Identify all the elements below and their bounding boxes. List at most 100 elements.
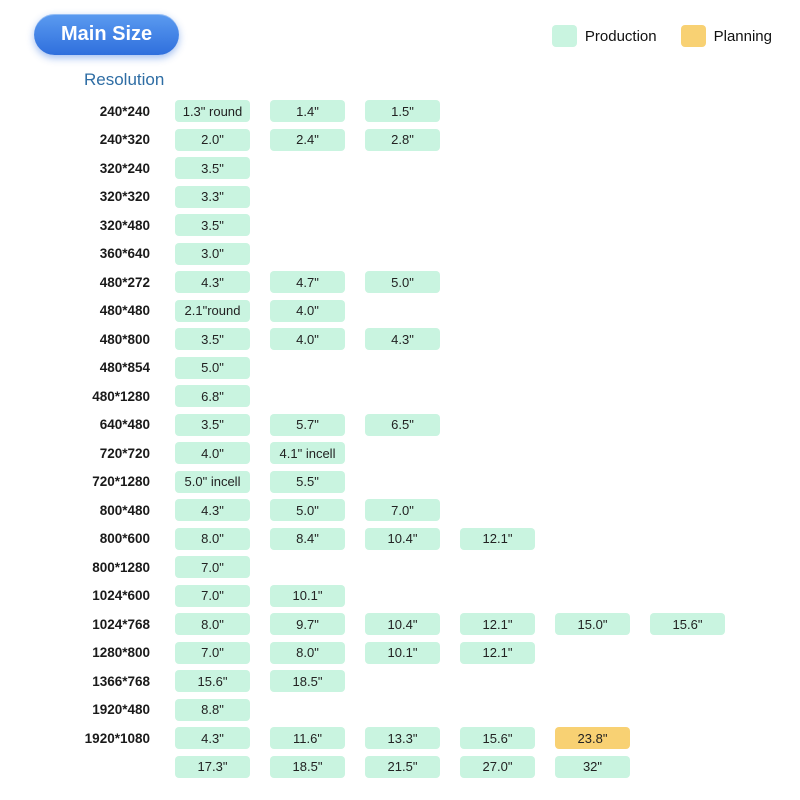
size-chip-group: 2.1"round 4.0" — [150, 299, 365, 322]
table-row: 1366*768 15.6" 18.5" — [0, 670, 800, 692]
size-chip-production: 2.0" — [175, 128, 250, 151]
production-legend-label: Production — [584, 27, 657, 45]
table-row: 240*320 2.0" 2.4" 2.8" — [0, 128, 800, 151]
table-row: 640*480 3.5" 5.7" 6.5" — [0, 413, 800, 436]
resolution-label: 1024*600 — [92, 588, 150, 603]
resolution-label: 1920*480 — [92, 702, 150, 717]
resolution-size-table: 240*240 1.3" round 1.4" 1.5" 240*320 2.0" 2.4"… — [0, 100, 800, 784]
size-chip-group: 5.0" incell 5.5" — [150, 470, 365, 493]
main-size-button[interactable]: Main Size — [34, 14, 180, 55]
size-chip-group: 3.5" — [150, 214, 270, 236]
size-chip-production: 1.3" round — [175, 100, 250, 122]
size-chip-production: 4.3" — [175, 499, 250, 521]
size-chip-production: 18.5" — [270, 755, 345, 778]
size-chip-production: 15.0" — [555, 613, 630, 635]
resolution-label: 480*1280 — [92, 388, 150, 404]
resolution-label: 480*480 — [99, 303, 150, 318]
size-chip-production: 2.1"round — [175, 299, 250, 322]
table-row: 360*640 3.0" — [0, 242, 800, 265]
size-chip-group: 8.0" 9.7" 10.4" 12.1" 15.0" 15.6" — [150, 613, 745, 635]
table-row: 1280*800 7.0" 8.0" 10.1" 12.1" — [0, 641, 800, 664]
table-row: 480*800 3.5" 4.0" 4.3" — [0, 328, 800, 350]
size-chip-group: 7.0" 10.1" — [150, 584, 365, 607]
size-chip-production: 7.0" — [175, 641, 250, 664]
resolution-label: 360*640 — [99, 246, 150, 261]
resolution-label: 1280*800 — [92, 645, 150, 660]
size-chip-group: 2.0" 2.4" 2.8" — [150, 128, 460, 151]
size-chip-production: 4.7" — [270, 271, 345, 293]
size-chip-production: 18.5" — [270, 670, 345, 692]
table-row: 480*480 2.1"round 4.0" — [0, 299, 800, 322]
resolution-label: 640*480 — [99, 417, 150, 432]
planning-legend-label: Planning — [713, 27, 772, 45]
size-chip-production: 2.4" — [270, 128, 345, 151]
table-row: 480*272 4.3" 4.7" 5.0" — [0, 271, 800, 293]
size-chip-production: 4.0" — [270, 299, 345, 322]
size-chip-production: 1.4" — [270, 100, 345, 122]
table-row: 1024*768 8.0" 9.7" 10.4" 12.1" 15.0" 15.6" — [0, 613, 800, 635]
table-row: 1920*1080 4.3" 11.6" 13.3" 15.6" 23.8" — [0, 727, 800, 749]
size-chip-production: 5.7" — [270, 413, 345, 436]
table-row: 720*720 4.0" 4.1" incell — [0, 442, 800, 464]
size-chip-production: 7.0" — [175, 556, 250, 578]
size-chip-production: 2.8" — [365, 128, 440, 151]
size-chip-production: 32" — [555, 755, 630, 778]
size-chip-production: 10.1" — [365, 641, 440, 664]
table-row: 800*600 8.0" 8.4" 10.4" 12.1" — [0, 527, 800, 550]
size-chip-group: 6.8" — [150, 385, 270, 407]
size-chip-production: 4.0" — [175, 442, 250, 464]
resolution-label: 480*854 — [99, 360, 150, 375]
resolution-label: 1024*768 — [92, 616, 150, 632]
size-chip-production: 3.5" — [175, 328, 250, 350]
size-chip-group: 4.3" 5.0" 7.0" — [150, 499, 460, 521]
legend-item-planning: Planning — [680, 25, 772, 47]
size-chip-production: 15.6" — [650, 613, 725, 635]
size-chip-production: 3.3" — [175, 185, 250, 208]
size-chip-production: 11.6" — [270, 727, 345, 749]
size-chip-production: 6.5" — [365, 413, 440, 436]
size-chip-production: 10.1" — [270, 584, 345, 607]
size-chip-production: 8.8" — [175, 698, 250, 721]
size-chip-group: 1.3" round 1.4" 1.5" — [150, 100, 460, 122]
table-row: 320*240 3.5" — [0, 157, 800, 179]
size-chip-production: 10.4" — [365, 527, 440, 550]
size-chip-group: 5.0" — [150, 356, 270, 379]
size-chip-production: 7.0" — [175, 584, 250, 607]
table-row: 1920*480 8.8" — [0, 698, 800, 721]
size-chip-group: 7.0" — [150, 556, 270, 578]
resolution-label: 480*800 — [99, 331, 150, 347]
resolution-label: 320*320 — [99, 189, 150, 204]
resolution-label: 1366*768 — [92, 673, 150, 689]
size-chip-planning: 23.8" — [555, 727, 630, 749]
size-chip-production: 3.5" — [175, 214, 250, 236]
size-chip-group: 15.6" 18.5" — [150, 670, 365, 692]
resolution-label: 800*480 — [99, 502, 150, 518]
planning-color-swatch — [680, 25, 706, 47]
table-row: 800*1280 7.0" — [0, 556, 800, 578]
resolution-label: 720*1280 — [92, 474, 150, 489]
table-row: 320*480 3.5" — [0, 214, 800, 236]
size-chip-group: 4.0" 4.1" incell — [150, 442, 365, 464]
size-chip-group: 8.8" — [150, 698, 270, 721]
table-row: 240*240 1.3" round 1.4" 1.5" — [0, 100, 800, 122]
resolution-label: 800*600 — [99, 531, 150, 546]
size-chip-production: 3.0" — [175, 242, 250, 265]
size-chip-production: 12.1" — [460, 527, 535, 550]
size-chip-production: 5.0" — [270, 499, 345, 521]
table-row: 1024*600 7.0" 10.1" — [0, 584, 800, 607]
resolution-label: 800*1280 — [92, 559, 150, 575]
table-row: 800*480 4.3" 5.0" 7.0" — [0, 499, 800, 521]
size-chip-production: 12.1" — [460, 641, 535, 664]
table-row: 720*1280 5.0" incell 5.5" — [0, 470, 800, 493]
legend: Production Planning — [551, 25, 772, 47]
size-chip-production: 4.3" — [175, 727, 250, 749]
size-chip-group: 3.3" — [150, 185, 270, 208]
size-chip-production: 4.0" — [270, 328, 345, 350]
resolution-label: 240*240 — [99, 103, 150, 119]
size-chip-group: 3.5" 4.0" 4.3" — [150, 328, 460, 350]
size-chip-production: 1.5" — [365, 100, 440, 122]
size-chip-production: 8.0" — [270, 641, 345, 664]
size-chip-group: 4.3" 11.6" 13.3" 15.6" 23.8" — [150, 727, 650, 749]
size-chip-production: 8.4" — [270, 527, 345, 550]
size-chip-production: 15.6" — [175, 670, 250, 692]
